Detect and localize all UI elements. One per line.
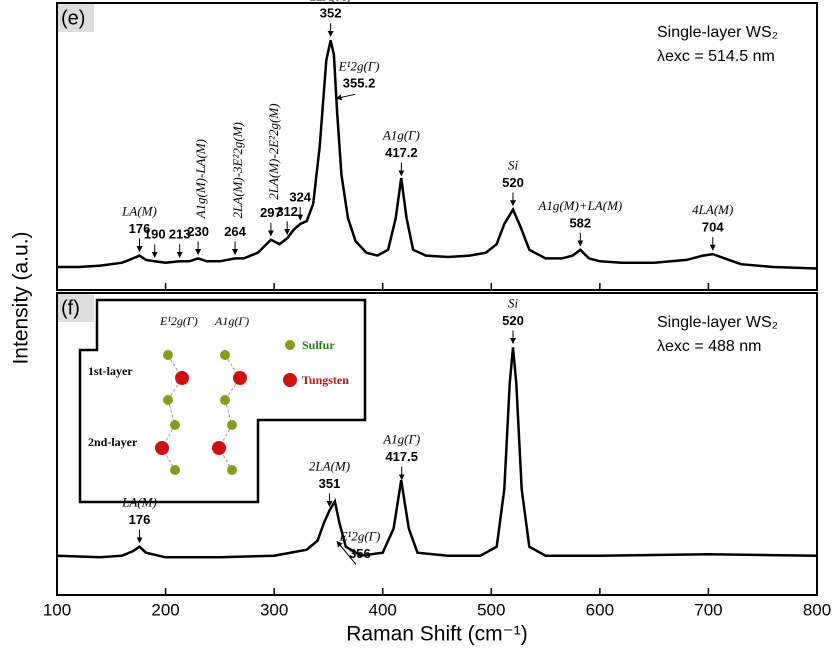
peak-name: A1g(M)-LA(M) xyxy=(193,139,208,219)
peak-position: 352 xyxy=(320,6,342,21)
note: Single-layer WS₂ xyxy=(657,314,778,331)
peak-arrow xyxy=(335,93,356,101)
legend-label: Sulfur xyxy=(302,338,335,352)
layer-label: 1st-layer xyxy=(88,364,133,378)
peak-position: 582 xyxy=(569,215,591,230)
peak-name: 4LA(M) xyxy=(692,202,733,217)
peak-position: 356 xyxy=(349,546,371,561)
peak-position: 417.5 xyxy=(385,449,418,464)
x-tick-label: 800 xyxy=(803,600,831,619)
peak-position: 176 xyxy=(129,221,151,236)
peak-position: 213 xyxy=(169,227,191,242)
spectrum-line xyxy=(57,40,818,270)
x-tick-label: 600 xyxy=(586,600,614,619)
legend-label: Tungsten xyxy=(302,373,349,387)
panel-label: (e) xyxy=(61,7,85,29)
plot-frame xyxy=(56,2,818,291)
note: λexc = 514.5 nm xyxy=(657,48,775,65)
note: Single-layer WS₂ xyxy=(657,24,778,41)
layer-label: 2nd-layer xyxy=(88,435,138,449)
peak-name: E¹2g(Γ) xyxy=(338,58,380,73)
peak-position: 176 xyxy=(129,512,151,527)
panel-label-bg xyxy=(58,4,94,32)
note: λexc = 488 nm xyxy=(657,338,762,355)
x-tick-label: 300 xyxy=(260,600,288,619)
peak-name: A1g(M)+LA(M) xyxy=(537,198,622,213)
peak-position: 704 xyxy=(702,220,724,235)
peak-position: 230 xyxy=(187,224,209,239)
peak-position: 324 xyxy=(289,189,311,204)
x-tick-label: 400 xyxy=(369,600,397,619)
peak-position: 355.2 xyxy=(343,76,376,91)
peak-name: LA(M) xyxy=(121,495,157,510)
peak-position: 190 xyxy=(144,227,166,242)
peak-name: 2LA(M)-3E²2g(M) xyxy=(230,122,245,218)
peak-position: 417.2 xyxy=(385,145,418,160)
peak-name: A1g(Γ) xyxy=(382,432,420,447)
peak-position: 520 xyxy=(502,313,524,328)
peak-arrow xyxy=(336,540,357,565)
panel-label: (f) xyxy=(61,297,80,319)
plot-frame xyxy=(56,292,818,596)
spectrum-line xyxy=(56,347,818,559)
peak-position: 297 xyxy=(260,205,282,220)
mode-label: A1g(Γ) xyxy=(214,314,249,328)
x-tick-label: 700 xyxy=(694,600,722,619)
peak-name: Si xyxy=(508,295,519,310)
y-axis-label: Intensity (a.u.) xyxy=(10,231,33,364)
peak-position: 264 xyxy=(224,224,246,239)
panel-label-bg xyxy=(58,294,94,322)
peak-name: 2LA(M) xyxy=(309,458,350,473)
peak-name: Si xyxy=(508,158,519,173)
mode-label: E¹2g(Γ) xyxy=(159,314,198,328)
peak-name: A1g(Γ) xyxy=(382,128,420,143)
inset-diagram: E¹2g(Γ) A1g(Γ) 1st-layer 2nd-layer Sulfu… xyxy=(78,298,367,504)
atoms xyxy=(155,340,297,475)
x-tick-label: 100 xyxy=(43,600,71,619)
x-tick-label: 500 xyxy=(477,600,505,619)
peak-name: 2LA(M) xyxy=(310,0,351,3)
x-axis-label: Raman Shift (cm⁻¹) xyxy=(346,623,527,646)
x-tick-label: 200 xyxy=(151,600,179,619)
peak-name: LA(M) xyxy=(121,204,157,219)
peak-name: 2LA(M)-2E²2g(M) xyxy=(266,103,281,199)
peak-position: 520 xyxy=(502,175,524,190)
peak-name: E¹2g(Γ) xyxy=(338,528,380,543)
peak-position: 351 xyxy=(319,476,341,491)
peak-position: 312 xyxy=(276,204,298,219)
